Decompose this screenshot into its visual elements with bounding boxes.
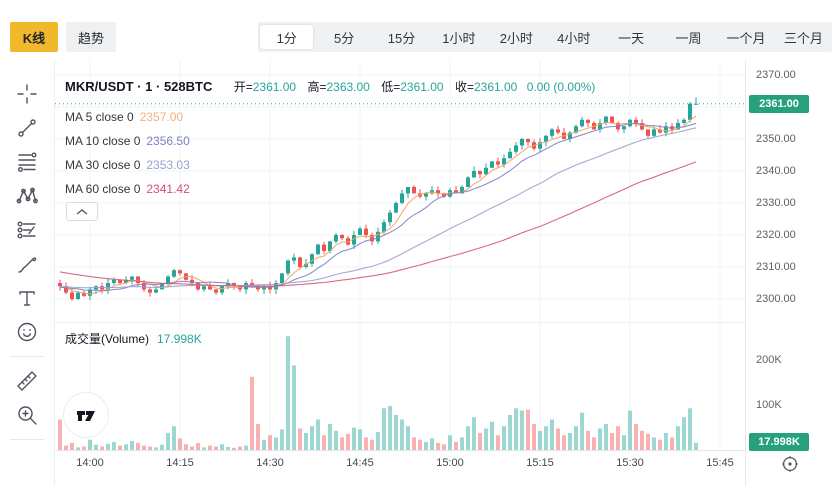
volume-label: 成交量(Volume) (65, 332, 150, 346)
fib-retracement-tool-button[interactable] (12, 148, 42, 176)
brush-icon (18, 257, 37, 273)
volume-pane[interactable] (55, 322, 745, 451)
chart-type-tabs: K线 趋势 (10, 22, 117, 52)
time-tick-label: 14:45 (346, 457, 374, 469)
low-value: 2361.00 (400, 80, 444, 94)
price-pane[interactable] (55, 60, 745, 322)
ma60-value: 2341.42 (146, 182, 190, 196)
chart-area[interactable]: MKR/USDT · 1 · 528BTC 开=2361.00 高=2363.0… (55, 60, 745, 451)
axis-settings-gear-icon[interactable] (780, 454, 800, 474)
price-tick-label: 2370.00 (756, 69, 796, 81)
price-tick-label: 2300.00 (756, 293, 796, 305)
time-axis[interactable]: 14:00 14:15 14:30 14:45 15:00 15:15 15:30 15:45 (55, 450, 745, 486)
ruler-icon (17, 371, 37, 391)
current-price-badge: 2361.00 (749, 94, 809, 113)
ma5-value: 2357.00 (139, 110, 184, 124)
crosshair-icon (17, 84, 37, 104)
close-label: 收= (454, 80, 474, 94)
time-tick-label: 15:00 (436, 457, 464, 469)
interval-button-一个月[interactable]: 一个月 (726, 30, 766, 46)
price-tick-label: 2350.00 (756, 133, 796, 145)
high-label: 高= (307, 80, 327, 94)
interval-button-1小时[interactable]: 1小时 (442, 30, 476, 46)
volume-tick-label: 200K (756, 354, 782, 366)
ma10-legend: MA 10 close 0 2356.50 (65, 134, 190, 148)
high-value: 2363.00 (326, 80, 370, 94)
ma60-legend: MA 60 close 0 2341.42 (65, 182, 190, 196)
time-tick-label: 15:45 (706, 457, 734, 469)
interval-toolbar: 1分 5分 15分 1小时 2小时 4小时 一天 一周 一个月 三个月 (258, 22, 832, 52)
crosshair-tool-button[interactable] (12, 80, 42, 108)
tradingview-icon (77, 411, 95, 421)
interval-button-5分[interactable]: 5分 (333, 30, 355, 46)
tab-trend[interactable]: 趋势 (66, 22, 117, 52)
current-volume-badge: 17.998K (749, 432, 809, 451)
time-tick-label: 14:30 (256, 457, 284, 469)
open-label: 开= (233, 80, 253, 94)
price-axis[interactable]: 2361.00 17.998K 2370.00 2350.00 2340.00 233… (745, 60, 832, 486)
emoji-icon (17, 322, 37, 342)
price-tick-label: 2340.00 (756, 165, 796, 177)
emoji-tool-button[interactable] (12, 318, 42, 346)
top-bar: K线 趋势 1分 5分 15分 1小时 2小时 4小时 一天 一周 一个月 三个月 (0, 0, 832, 60)
tradingview-logo[interactable] (63, 392, 109, 438)
price-tick-label: 2320.00 (756, 229, 796, 241)
interval-button-三个月[interactable]: 三个月 (783, 30, 823, 46)
interval-button-一天[interactable]: 一天 (618, 30, 645, 46)
tab-kline[interactable]: K线 (10, 22, 58, 52)
trend-line-icon (18, 119, 36, 137)
ma30-legend: MA 30 close 0 2353.03 (65, 158, 190, 172)
price-tick-label: 2330.00 (756, 197, 796, 209)
interval-button-4小时[interactable]: 4小时 (557, 30, 591, 46)
ma5-legend: MA 5 close 0 2357.00 (65, 110, 184, 124)
chevron-up-icon (76, 208, 88, 215)
symbol-title: MKR/USDT · 1 · 528BTC (65, 79, 213, 94)
collapse-indicators-button[interactable] (66, 202, 98, 221)
forecast-icon (17, 221, 36, 239)
time-tick-label: 15:30 (616, 457, 644, 469)
time-tick-label: 15:15 (526, 457, 554, 469)
forecast-tool-button[interactable] (12, 216, 42, 244)
xabcd-pattern-icon (16, 187, 38, 204)
open-value: 2361.00 (252, 80, 297, 94)
time-tick-label: 14:15 (166, 457, 194, 469)
zoom-in-icon (18, 406, 37, 425)
volume-value: 17.998K (157, 332, 202, 346)
toolbar-divider (10, 356, 44, 357)
volume-legend: 成交量(Volume) 17.998K (65, 330, 202, 347)
interval-button-2小时[interactable]: 2小时 (499, 30, 533, 46)
drawing-toolbar (0, 60, 55, 486)
zoom-in-tool-button[interactable] (12, 401, 42, 429)
interval-button-15分[interactable]: 15分 (387, 30, 416, 46)
fib-retracement-icon (18, 152, 37, 173)
volume-tick-label: 100K (756, 399, 782, 411)
time-tick-label: 14:00 (76, 457, 104, 469)
xabcd-pattern-tool-button[interactable] (12, 182, 42, 210)
text-tool-button[interactable] (12, 284, 42, 312)
ma30-value: 2353.03 (146, 158, 190, 172)
symbol-legend: MKR/USDT · 1 · 528BTC 开=2361.00 高=2363.0… (65, 78, 595, 95)
text-icon (19, 291, 35, 306)
close-value: 2361.00 (473, 80, 518, 94)
trend-line-tool-button[interactable] (12, 114, 42, 142)
interval-button-一周[interactable]: 一周 (675, 30, 702, 46)
toolbar-divider (10, 439, 44, 440)
brush-tool-button[interactable] (12, 250, 42, 278)
low-label: 低= (381, 80, 401, 94)
interval-button-1分[interactable]: 1分 (260, 25, 314, 49)
ruler-tool-button[interactable] (12, 367, 42, 395)
change-value: 0.00 (0.00%) (526, 80, 596, 94)
ma10-value: 2356.50 (146, 134, 190, 148)
price-tick-label: 2310.00 (756, 261, 796, 273)
